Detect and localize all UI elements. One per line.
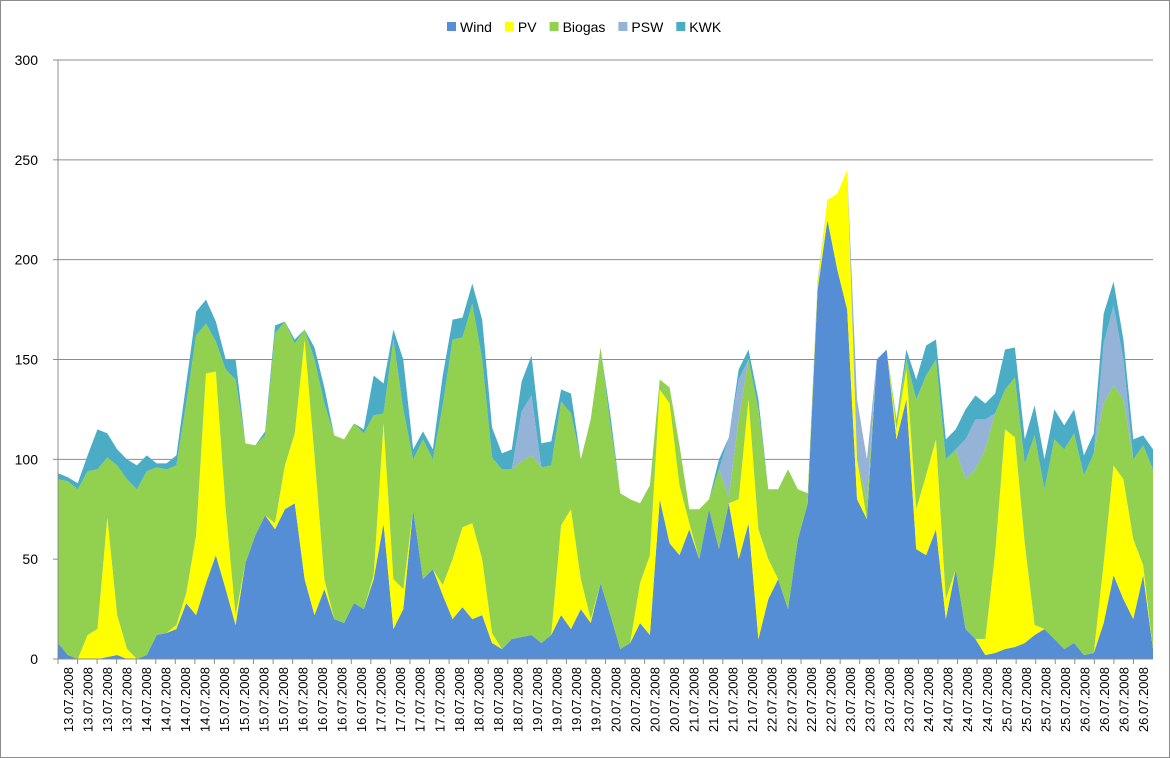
legend-swatch-kwk (676, 22, 686, 31)
x-tick-label: 14.07.2008 (178, 667, 193, 732)
legend-swatch-pv (504, 22, 514, 31)
x-tick-label: 15.07.2008 (237, 667, 252, 732)
x-tick-label: 13.07.2008 (80, 667, 95, 732)
legend-label-wind: Wind (460, 19, 492, 35)
x-tick-label: 26.07.2008 (1078, 667, 1093, 732)
x-tick-label: 16.07.2008 (335, 667, 350, 732)
x-tick-label: 16.07.2008 (354, 667, 369, 732)
x-tick-label: 19.07.2008 (569, 667, 584, 732)
y-tick-label: 200 (15, 252, 39, 268)
x-tick-label: 18.07.2008 (452, 667, 467, 732)
y-tick-label: 150 (15, 352, 39, 368)
x-tick-label: 25.07.2008 (999, 667, 1014, 732)
y-tick-label: 0 (30, 651, 38, 667)
x-tick-label: 13.07.2008 (61, 667, 76, 732)
x-tick-label: 17.07.2008 (374, 667, 389, 732)
y-tick-label: 300 (15, 52, 39, 68)
x-tick-label: 18.07.2008 (511, 667, 526, 732)
y-axis-ticks: 0 50 100 150 200 250 300 (15, 52, 58, 667)
area-wind (58, 219, 1153, 660)
x-tick-label: 15.07.2008 (276, 667, 291, 732)
x-tick-label: 23.07.2008 (843, 667, 858, 732)
x-tick-label: 13.07.2008 (100, 667, 115, 732)
x-tick-label: 14.07.2008 (139, 667, 154, 732)
x-tick-label: 15.07.2008 (217, 667, 232, 732)
x-tick-label: 16.07.2008 (295, 667, 310, 732)
legend-swatch-biogas (549, 22, 559, 31)
x-tick-label: 13.07.2008 (119, 667, 134, 732)
x-tick-label: 17.07.2008 (393, 667, 408, 732)
x-tick-label: 24.07.2008 (980, 667, 995, 732)
x-tick-label: 23.07.2008 (882, 667, 897, 732)
x-tick-label: 22.07.2008 (765, 667, 780, 732)
x-tick-label: 17.07.2008 (413, 667, 428, 732)
x-tick-label: 25.07.2008 (1019, 667, 1034, 732)
legend-label-pv: PV (518, 19, 537, 35)
x-tick-label: 20.07.2008 (647, 667, 662, 732)
x-tick-label: 22.07.2008 (804, 667, 819, 732)
y-tick-label: 250 (15, 152, 39, 168)
x-tick-label: 22.07.2008 (784, 667, 799, 732)
x-tick-label: 15.07.2008 (256, 667, 271, 732)
x-tick-label: 18.07.2008 (471, 667, 486, 732)
area-biogas (58, 169, 1153, 659)
x-tick-label: 20.07.2008 (667, 667, 682, 732)
x-tick-label: 23.07.2008 (902, 667, 917, 732)
x-axis-ticks: 13.07.2008 13.07.2008 13.07.2008 13.07.2008… (57, 659, 1151, 732)
x-tick-label: 25.07.2008 (1039, 667, 1054, 732)
y-tick-label: 50 (22, 551, 38, 567)
legend-swatch-wind (447, 22, 456, 31)
x-tick-label: 24.07.2008 (941, 667, 956, 732)
area-kwk (58, 169, 1153, 510)
x-tick-label: 17.07.2008 (432, 667, 447, 732)
x-tick-label: 14.07.2008 (159, 667, 174, 732)
legend-label-biogas: Biogas (563, 19, 606, 35)
legend-label-psw: PSW (631, 19, 664, 35)
y-tick-label: 100 (15, 451, 39, 467)
x-tick-label: 24.07.2008 (921, 667, 936, 732)
x-tick-label: 20.07.2008 (608, 667, 623, 732)
x-tick-label: 25.07.2008 (1058, 667, 1073, 732)
x-tick-label: 19.07.2008 (530, 667, 545, 732)
x-tick-label: 26.07.2008 (1097, 667, 1112, 732)
x-tick-label: 21.07.2008 (745, 667, 760, 732)
x-tick-label: 16.07.2008 (315, 667, 330, 732)
x-tick-label: 14.07.2008 (198, 667, 213, 732)
x-tick-label: 19.07.2008 (550, 667, 565, 732)
area-series (58, 169, 1153, 660)
x-tick-label: 18.07.2008 (491, 667, 506, 732)
x-tick-label: 23.07.2008 (863, 667, 878, 732)
x-tick-label: 26.07.2008 (1136, 667, 1151, 732)
legend: Wind PV Biogas PSW KWK (447, 19, 722, 35)
x-tick-label: 24.07.2008 (960, 667, 975, 732)
x-tick-label: 26.07.2008 (1117, 667, 1132, 732)
legend-swatch-psw (618, 22, 628, 31)
x-tick-label: 22.07.2008 (823, 667, 838, 732)
x-tick-label: 19.07.2008 (589, 667, 604, 732)
x-tick-label: 21.07.2008 (687, 667, 702, 732)
legend-label-kwk: KWK (689, 19, 722, 35)
x-tick-label: 20.07.2008 (628, 667, 643, 732)
x-tick-label: 21.07.2008 (726, 667, 741, 732)
x-tick-label: 21.07.2008 (706, 667, 721, 732)
